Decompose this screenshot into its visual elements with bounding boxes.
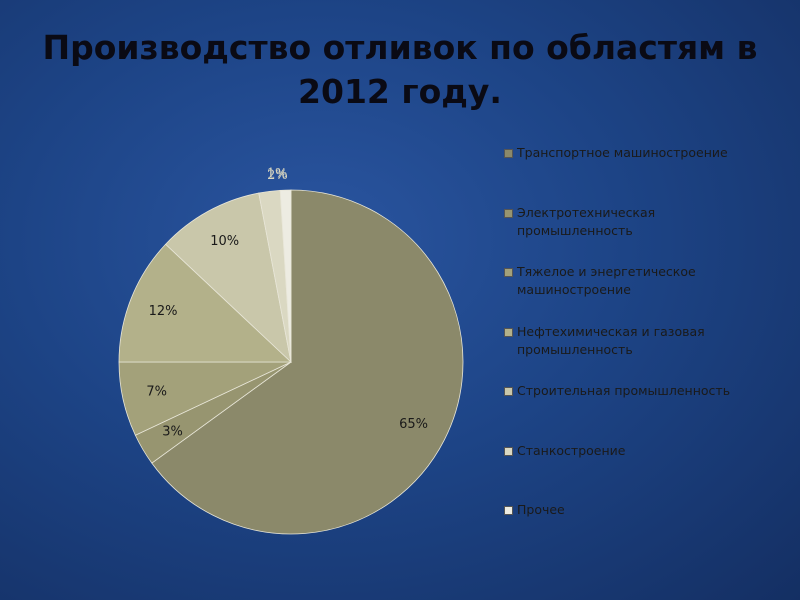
legend-entry: Тяжелое и энергетическое машиностроение bbox=[504, 263, 754, 299]
legend-label: Станкостроение bbox=[517, 442, 626, 458]
legend-entry: Прочее bbox=[504, 501, 754, 519]
legend-label: Строительная промышленность bbox=[517, 383, 731, 398]
legend-swatch bbox=[504, 327, 513, 337]
legend-label: Транспортное машиностроение bbox=[517, 145, 728, 160]
legend-swatch bbox=[504, 149, 513, 158]
data-label: 2% bbox=[267, 168, 288, 183]
data-label: 3% bbox=[162, 425, 183, 440]
data-label: 10% bbox=[210, 234, 239, 249]
legend-entry: Нефтехимическая и газовая промышленность bbox=[504, 323, 754, 359]
legend-label: Электротехническая промышленность bbox=[517, 204, 656, 238]
legend-swatch bbox=[504, 506, 513, 515]
legend-label: Прочее bbox=[517, 502, 565, 517]
legend-entry: Станкостроение bbox=[504, 442, 754, 460]
legend-swatch bbox=[504, 268, 513, 277]
legend-swatch bbox=[504, 446, 513, 456]
data-label: 7% bbox=[146, 385, 167, 400]
data-label: 1% bbox=[267, 167, 288, 182]
legend-label: Тяжелое и энергетическое машиностроение bbox=[517, 264, 696, 297]
data-label: 65% bbox=[399, 417, 428, 432]
legend-entry: Транспортное машиностроение bbox=[504, 144, 754, 162]
pie-slice bbox=[118, 243, 293, 363]
legend-entry: Электротехническая промышленность bbox=[504, 204, 754, 240]
pie-slice bbox=[165, 192, 292, 364]
legend-swatch bbox=[504, 208, 513, 218]
chart-title: Производство отливок по областям в 2012 … bbox=[42, 28, 758, 111]
legend-swatch bbox=[504, 387, 513, 396]
data-label: 12% bbox=[149, 304, 178, 319]
legend-label: Нефтехимическая и газовая промышленность bbox=[517, 323, 705, 357]
legend-entry: Строительная промышленность bbox=[504, 382, 754, 400]
pie-slice bbox=[151, 189, 464, 535]
pie-slice bbox=[279, 189, 292, 363]
